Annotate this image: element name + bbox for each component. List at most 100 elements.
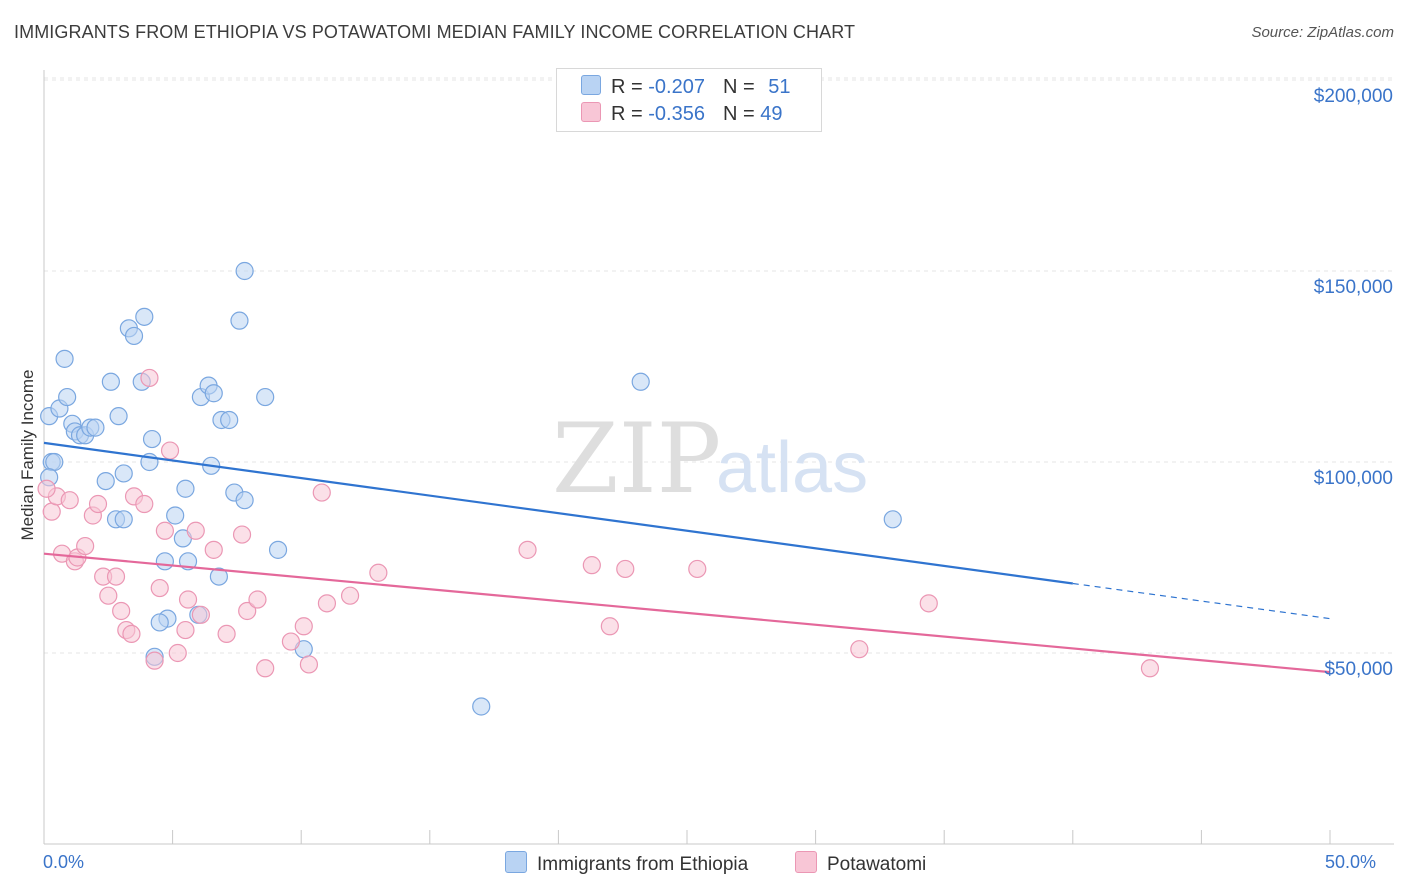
point-potawatomi bbox=[248, 590, 267, 609]
legend-item-ethiopia: Immigrants from Ethiopia bbox=[505, 851, 748, 876]
legend-r-label: R = bbox=[611, 103, 649, 125]
swatch-ethiopia bbox=[581, 75, 601, 95]
trend-line-ethiopia-dashed bbox=[1072, 582, 1331, 620]
point-potawatomi bbox=[168, 643, 187, 663]
point-potawatomi bbox=[238, 601, 257, 621]
point-potawatomi bbox=[155, 521, 174, 540]
point-potawatomi bbox=[42, 502, 61, 521]
point-potawatomi bbox=[160, 441, 180, 460]
point-ethiopia bbox=[55, 349, 74, 368]
legend-swatch-ethiopia bbox=[505, 851, 527, 873]
correlation-legend: R = -0.207 N = 51 R = -0.356 N = 49 bbox=[556, 68, 822, 132]
point-ethiopia bbox=[631, 372, 650, 391]
point-potawatomi bbox=[122, 624, 141, 644]
point-ethiopia bbox=[150, 613, 169, 632]
legend-r-value: -0.207 bbox=[648, 76, 705, 98]
legend-swatch-potawatomi bbox=[795, 851, 817, 873]
point-ethiopia bbox=[96, 472, 115, 491]
x-tick-label-min: 0.0% bbox=[43, 852, 85, 872]
point-potawatomi bbox=[688, 559, 707, 579]
trend-line-ethiopia bbox=[43, 441, 1073, 585]
y-axis-label: Median Family Income bbox=[18, 369, 37, 541]
point-potawatomi bbox=[217, 624, 236, 644]
point-ethiopia bbox=[235, 491, 254, 510]
point-ethiopia bbox=[204, 384, 223, 403]
point-potawatomi bbox=[150, 578, 169, 598]
trend-lines bbox=[43, 441, 1331, 674]
watermark-atlas: atlas bbox=[716, 428, 868, 508]
trend-line-potawatomi bbox=[43, 552, 1331, 674]
point-potawatomi bbox=[112, 601, 131, 621]
point-ethiopia bbox=[58, 387, 77, 407]
legend-label-potawatomi: Potawatomi bbox=[827, 854, 927, 875]
grid-lines bbox=[44, 77, 1394, 654]
watermark-zip: ZIP bbox=[552, 403, 721, 515]
point-ethiopia bbox=[109, 407, 128, 426]
point-potawatomi bbox=[76, 536, 95, 556]
legend-item-potawatomi: Potawatomi bbox=[795, 851, 926, 876]
point-potawatomi bbox=[145, 651, 164, 670]
point-potawatomi bbox=[232, 525, 252, 544]
point-potawatomi bbox=[60, 491, 79, 510]
point-potawatomi bbox=[850, 640, 869, 659]
data-points bbox=[37, 261, 1160, 716]
point-ethiopia bbox=[155, 552, 174, 571]
legend-n-label: N = bbox=[722, 76, 761, 98]
swatch-potawatomi bbox=[581, 102, 601, 122]
point-potawatomi bbox=[204, 540, 223, 559]
point-ethiopia bbox=[135, 307, 154, 326]
point-potawatomi bbox=[99, 586, 118, 605]
legend-row-potawatomi: R = -0.356 N = 49 bbox=[581, 102, 782, 128]
legend-n-label: N = bbox=[722, 103, 761, 125]
point-potawatomi bbox=[1140, 659, 1160, 678]
point-potawatomi bbox=[294, 617, 313, 636]
point-ethiopia bbox=[166, 506, 185, 525]
point-potawatomi bbox=[37, 479, 56, 498]
x-tick-label-max: 50.0% bbox=[1325, 852, 1377, 872]
point-potawatomi bbox=[191, 605, 210, 624]
point-ethiopia bbox=[124, 326, 144, 346]
point-potawatomi bbox=[340, 586, 360, 605]
y-tick-label: $200,000 bbox=[1313, 86, 1393, 107]
point-potawatomi bbox=[140, 368, 159, 388]
point-potawatomi bbox=[176, 620, 195, 640]
point-ethiopia bbox=[114, 510, 133, 529]
point-ethiopia bbox=[268, 540, 288, 559]
point-ethiopia bbox=[209, 567, 228, 586]
x-axis-ticks bbox=[172, 830, 1331, 844]
source-credit: Source: ZipAtlas.com bbox=[1251, 24, 1394, 41]
legend-row-ethiopia: R = -0.207 N = 51 bbox=[581, 75, 790, 101]
point-potawatomi bbox=[106, 567, 126, 586]
point-ethiopia bbox=[101, 372, 120, 391]
point-ethiopia bbox=[45, 452, 64, 472]
point-ethiopia bbox=[220, 410, 239, 430]
point-ethiopia bbox=[472, 697, 491, 716]
point-potawatomi bbox=[600, 617, 619, 636]
point-potawatomi bbox=[369, 563, 388, 582]
point-potawatomi bbox=[178, 590, 198, 609]
point-ethiopia bbox=[235, 261, 254, 281]
point-ethiopia bbox=[256, 387, 275, 407]
legend-r-label: R = bbox=[611, 76, 649, 98]
legend-label-ethiopia: Immigrants from Ethiopia bbox=[537, 854, 749, 875]
y-tick-label: $150,000 bbox=[1313, 277, 1393, 298]
point-potawatomi bbox=[518, 540, 537, 559]
point-ethiopia bbox=[883, 510, 902, 529]
point-ethiopia bbox=[142, 429, 162, 449]
point-potawatomi bbox=[281, 632, 301, 651]
point-potawatomi bbox=[256, 659, 275, 678]
point-ethiopia bbox=[230, 311, 249, 330]
point-potawatomi bbox=[88, 494, 108, 514]
point-ethiopia bbox=[176, 479, 195, 498]
point-potawatomi bbox=[582, 556, 601, 575]
legend-r-value: -0.356 bbox=[648, 103, 705, 125]
legend-n-value: 49 bbox=[760, 103, 783, 125]
chart-title: IMMIGRANTS FROM ETHIOPIA VS POTAWATOMI M… bbox=[14, 22, 856, 42]
point-potawatomi bbox=[299, 655, 319, 674]
y-tick-label: $100,000 bbox=[1313, 468, 1393, 489]
y-tick-label: $50,000 bbox=[1324, 659, 1393, 680]
legend-n-value: 51 bbox=[768, 76, 791, 98]
point-potawatomi bbox=[616, 559, 635, 579]
point-potawatomi bbox=[919, 594, 938, 613]
